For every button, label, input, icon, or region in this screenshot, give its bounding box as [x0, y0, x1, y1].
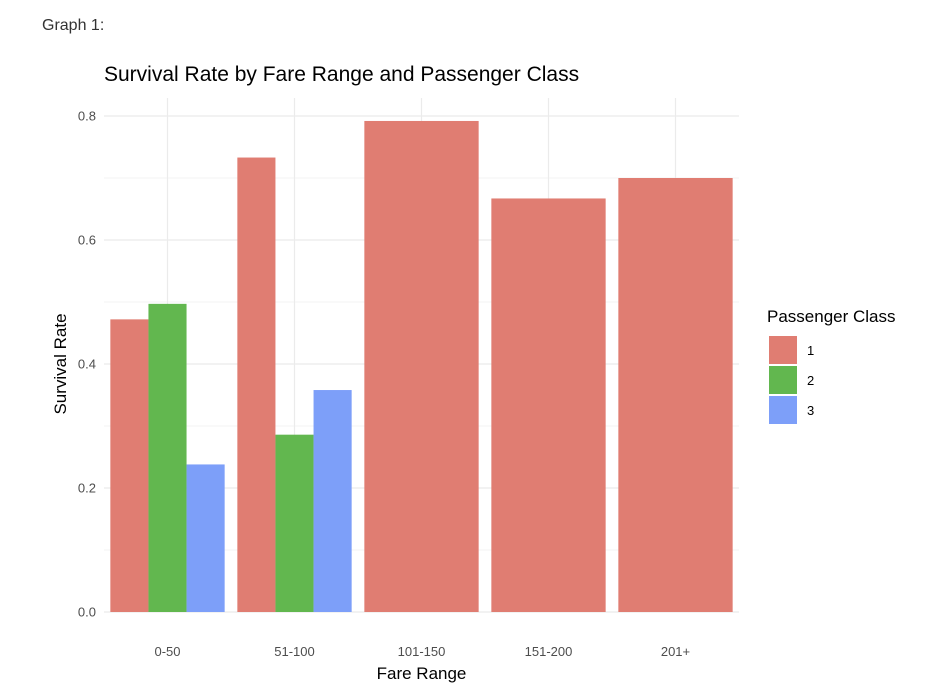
y-tick-label: 0.2 [78, 481, 96, 496]
legend-title: Passenger Class [767, 307, 896, 326]
y-tick-label: 0.8 [78, 109, 96, 124]
legend: Passenger Class 1 2 3 [767, 307, 896, 424]
legend-key-2 [769, 366, 797, 394]
legend-key-1 [769, 336, 797, 364]
graph-caption: Graph 1: [42, 17, 105, 34]
y-axis-title: Survival Rate [51, 313, 70, 414]
bar-51-100-class-3 [313, 390, 352, 612]
bar-101-150-class-1 [364, 120, 479, 613]
legend-label: 3 [807, 403, 814, 418]
x-tick-label: 51-100 [274, 644, 314, 659]
bars [110, 120, 733, 613]
bar-151-200-class-1 [491, 198, 606, 612]
y-tick-label: 0.4 [78, 357, 96, 372]
legend-label: 1 [807, 343, 814, 358]
axis-ticks: 0.0 0.2 0.4 0.6 0.8 0-50 51-100 101-150 151-200 2… [78, 109, 690, 660]
bar-51-100-class-2 [275, 434, 314, 612]
legend-label: 2 [807, 373, 814, 388]
bar-0-50-class-1 [110, 319, 149, 612]
bar-201+-class-1 [618, 178, 733, 612]
x-tick-label: 201+ [661, 644, 690, 659]
bar-51-100-class-1 [237, 157, 276, 613]
chart-title: Survival Rate by Fare Range and Passenge… [104, 63, 579, 86]
legend-key-3 [769, 396, 797, 424]
bar-0-50-class-3 [186, 464, 225, 612]
x-tick-label: 101-150 [398, 644, 446, 659]
bar-0-50-class-2 [148, 303, 187, 612]
x-tick-label: 151-200 [525, 644, 573, 659]
x-tick-label: 0-50 [154, 644, 180, 659]
x-axis-title: Fare Range [377, 664, 467, 683]
y-tick-label: 0.0 [78, 605, 96, 620]
y-tick-label: 0.6 [78, 233, 96, 248]
